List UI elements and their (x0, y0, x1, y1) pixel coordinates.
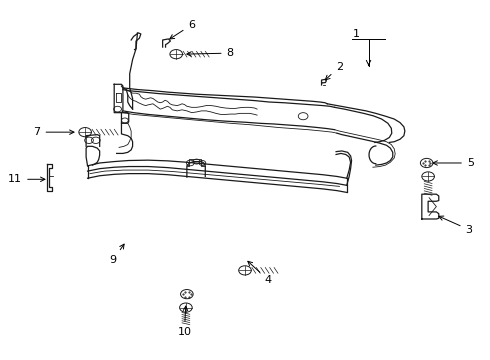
Text: 3: 3 (439, 216, 472, 235)
Text: 10: 10 (177, 306, 192, 337)
Text: 11: 11 (8, 174, 45, 184)
Text: 4: 4 (248, 261, 272, 285)
Text: 5: 5 (433, 158, 474, 168)
Text: 2: 2 (325, 62, 343, 80)
Text: 9: 9 (110, 244, 124, 265)
Text: 6: 6 (170, 20, 195, 39)
Text: 8: 8 (187, 48, 234, 58)
Text: 1: 1 (353, 29, 360, 39)
Text: 7: 7 (33, 127, 74, 137)
